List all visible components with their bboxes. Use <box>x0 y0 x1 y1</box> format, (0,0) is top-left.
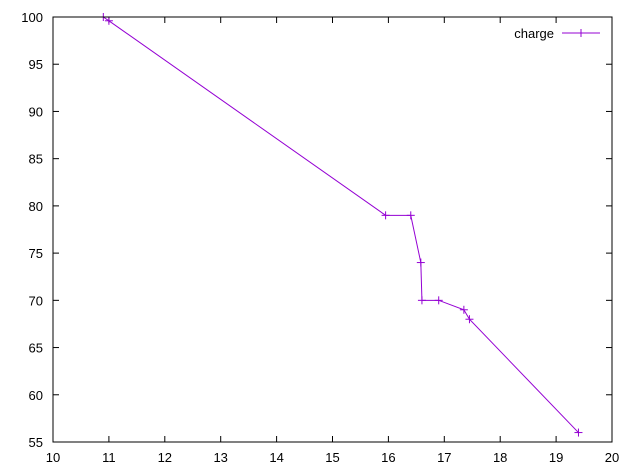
y-tick-label: 70 <box>29 293 43 308</box>
data-point-marker <box>574 428 583 437</box>
legend-label-charge: charge <box>514 26 554 41</box>
axis-tick-labels: 10 11 12 13 14 15 16 17 18 19 20 55 60 65 70 75 80 85 90 95… <box>21 10 619 465</box>
series-layer <box>99 13 583 437</box>
series-line-charge <box>103 16 579 433</box>
data-point-marker <box>381 211 390 220</box>
x-tick-label: 10 <box>46 450 60 465</box>
y-tick-label: 90 <box>29 104 43 119</box>
legend: charge <box>514 26 600 41</box>
data-point-marker <box>434 296 443 305</box>
y-tick-label: 60 <box>29 388 43 403</box>
data-point-marker <box>465 315 474 324</box>
data-point-marker <box>104 16 113 25</box>
y-tick-label: 75 <box>29 246 43 261</box>
x-tick-label: 19 <box>549 450 563 465</box>
data-point-marker <box>417 296 426 305</box>
y-tick-label: 85 <box>29 152 43 167</box>
x-tick-label: 11 <box>102 450 116 465</box>
y-tick-label: 65 <box>29 341 43 356</box>
plot-frame <box>52 16 613 443</box>
y-tick-label: 95 <box>29 57 43 72</box>
x-tick-label: 14 <box>269 450 283 465</box>
data-point-marker <box>406 211 415 220</box>
x-tick-label: 13 <box>213 450 227 465</box>
axis-ticks <box>52 16 613 443</box>
y-tick-label: 100 <box>21 10 43 25</box>
x-tick-label: 15 <box>325 450 339 465</box>
y-tick-label: 55 <box>29 435 43 450</box>
legend-marker <box>577 29 585 37</box>
x-tick-label: 12 <box>158 450 172 465</box>
y-tick-label: 80 <box>29 199 43 214</box>
x-tick-label: 20 <box>605 450 619 465</box>
x-tick-label: 18 <box>493 450 507 465</box>
x-tick-label: 16 <box>381 450 395 465</box>
data-point-marker <box>416 258 425 267</box>
data-point-marker <box>459 305 468 314</box>
x-tick-label: 17 <box>437 450 451 465</box>
